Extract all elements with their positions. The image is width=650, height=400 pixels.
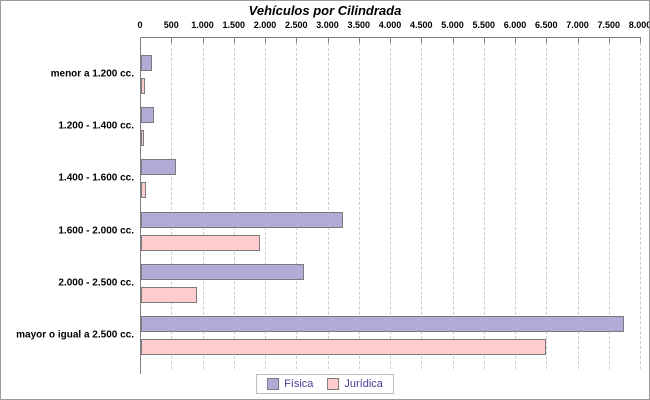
legend-label-juridica: Jurídica	[344, 378, 383, 390]
category-label: mayor o igual a 2.500 cc.	[16, 329, 134, 341]
x-tick-mark	[483, 38, 485, 43]
x-tick-mark	[608, 38, 610, 43]
x-tick-label: 2.000	[253, 20, 277, 30]
x-axis-line	[140, 37, 641, 38]
x-tick-mark	[421, 38, 423, 43]
gridline	[296, 38, 298, 369]
bar-juridica	[141, 182, 146, 199]
x-tick-label: 8.000	[628, 20, 650, 30]
gridline	[452, 38, 454, 369]
gridline	[608, 38, 610, 369]
gridline	[546, 38, 548, 369]
gridline	[421, 38, 423, 369]
legend-item-fisica: Física	[267, 378, 313, 390]
gridline	[390, 38, 391, 369]
gridline	[483, 38, 485, 369]
bar-fisica	[141, 55, 152, 71]
bar-juridica	[141, 339, 546, 355]
x-tick-label: 5.000	[441, 20, 464, 30]
x-tick-mark	[202, 38, 204, 43]
legend-swatch-fisica	[267, 378, 280, 390]
x-tick-label: 0	[137, 20, 143, 30]
category-label: menor a 1.200 cc.	[50, 68, 134, 80]
bar-fisica	[141, 107, 154, 124]
gridline	[171, 38, 173, 369]
legend: Física Jurídica	[256, 374, 394, 394]
x-tick-label: 6.000	[503, 20, 527, 30]
x-tick-label: 3.000	[316, 20, 339, 30]
x-tick-label: 7.500	[597, 20, 621, 30]
x-tick-mark	[546, 38, 548, 43]
bar-fisica	[141, 263, 304, 280]
x-tick-mark	[296, 38, 298, 43]
bar-juridica	[141, 130, 144, 147]
category-label: 2.000 - 2.500 cc.	[58, 277, 134, 289]
x-tick-mark	[515, 38, 516, 43]
gridline	[358, 38, 360, 369]
gridline	[327, 38, 329, 369]
x-tick-label: 4.500	[409, 20, 433, 30]
x-tick-label: 6.500	[534, 20, 558, 30]
x-tick-mark	[358, 38, 360, 43]
x-tick-label: 4.000	[378, 20, 402, 30]
gridline	[233, 38, 235, 369]
x-tick-label: 2.500	[284, 20, 308, 30]
category-label: 1.200 - 1.400 cc.	[58, 120, 134, 132]
bar-fisica	[141, 211, 343, 228]
bar-juridica	[141, 286, 197, 303]
x-tick-label: 3.500	[347, 20, 371, 30]
gridline	[515, 38, 516, 369]
category-label: 1.400 - 1.600 cc.	[58, 172, 134, 184]
x-tick-label: 1.500	[222, 20, 246, 30]
x-tick-mark	[327, 38, 329, 43]
chart-title: Vehículos por Cilindrada	[248, 3, 402, 18]
legend-swatch-juridica	[327, 378, 340, 390]
x-tick-mark	[577, 38, 579, 43]
x-tick-mark	[640, 38, 641, 43]
gridline	[202, 38, 204, 369]
bar-fisica	[141, 159, 176, 176]
bar-juridica	[141, 234, 260, 251]
bar-fisica	[141, 316, 624, 332]
x-tick-mark	[233, 38, 235, 43]
x-tick-label: 500	[163, 20, 179, 30]
gridline	[640, 38, 641, 369]
legend-label-fisica: Física	[284, 378, 314, 390]
gridline	[265, 38, 266, 369]
y-axis-line	[140, 37, 141, 374]
category-label: 1.600 - 2.000 cc.	[58, 225, 134, 237]
x-tick-label: 1.000	[191, 20, 214, 30]
bar-juridica	[141, 78, 145, 94]
gridline	[577, 38, 579, 369]
x-tick-label: 7.000	[566, 20, 589, 30]
x-tick-label: 5.500	[472, 20, 496, 30]
x-tick-mark	[171, 38, 173, 43]
legend-item-juridica: Jurídica	[327, 378, 383, 390]
x-tick-mark	[390, 38, 391, 43]
x-tick-mark	[452, 38, 454, 43]
x-tick-mark	[140, 38, 141, 43]
x-tick-mark	[265, 38, 266, 43]
